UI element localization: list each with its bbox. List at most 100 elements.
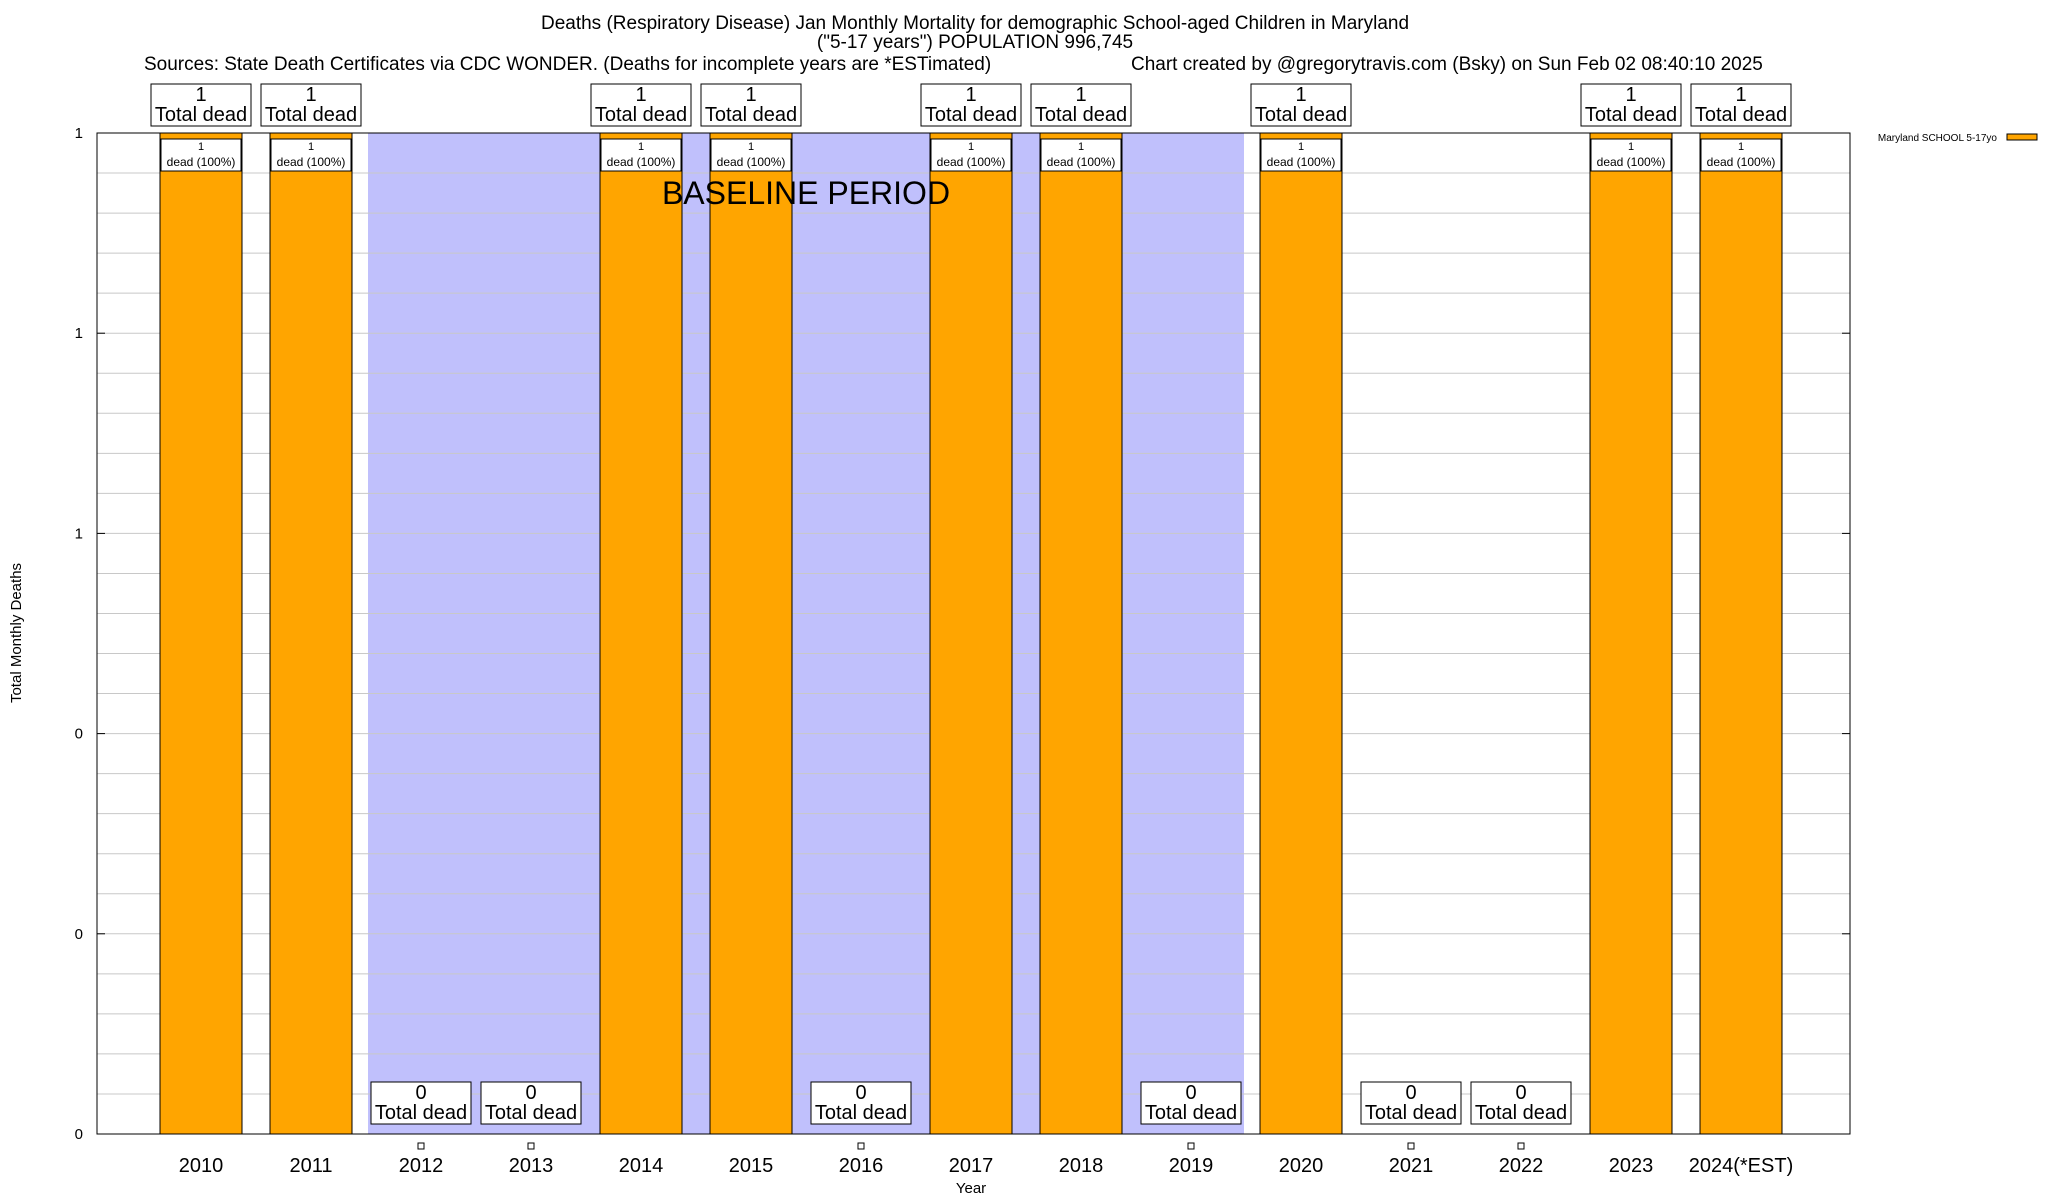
total-label-box-2016 bbox=[810, 1081, 912, 1125]
inner-pct-label: dead (100%) bbox=[277, 155, 346, 169]
x-tick-label-2017: 2017 bbox=[949, 1155, 994, 1177]
inner-label-box-2011 bbox=[270, 138, 352, 172]
zero-marker-2012 bbox=[417, 1142, 425, 1150]
inner-pct-label: dead (100%) bbox=[1707, 155, 1776, 169]
total-count-label: 1 bbox=[305, 84, 316, 106]
plot-frame bbox=[96, 132, 1851, 1135]
x-tick-label-2013: 2013 bbox=[509, 1155, 554, 1177]
x-axis-title: Year bbox=[956, 1180, 986, 1197]
total-label-box-2021 bbox=[1360, 1081, 1462, 1125]
inner-label-box-2015 bbox=[710, 138, 792, 172]
bar-2024(*EST) bbox=[1699, 132, 1783, 1135]
inner-count-label: 1 bbox=[1078, 141, 1084, 153]
x-tick-label-2022: 2022 bbox=[1499, 1155, 1544, 1177]
total-count-label: 1 bbox=[1625, 84, 1636, 106]
bar-2011 bbox=[269, 132, 353, 1135]
total-label-box-2018 bbox=[1030, 83, 1132, 127]
x-tick-label-2011: 2011 bbox=[289, 1155, 332, 1177]
total-count-label: 1 bbox=[195, 84, 206, 106]
bar-2023 bbox=[1589, 132, 1673, 1135]
total-dead-label: Total dead bbox=[815, 1102, 907, 1124]
total-count-label: 1 bbox=[1295, 84, 1306, 106]
y-tick-label: 1 bbox=[75, 525, 83, 542]
total-dead-label: Total dead bbox=[1145, 1102, 1237, 1124]
inner-count-label: 1 bbox=[198, 141, 204, 153]
total-count-label: 1 bbox=[965, 84, 976, 106]
total-dead-label: Total dead bbox=[1365, 1102, 1457, 1124]
y-tick-label: 1 bbox=[75, 325, 83, 342]
inner-pct-label: dead (100%) bbox=[717, 155, 786, 169]
legend-label: Maryland SCHOOL 5-17yo bbox=[1878, 133, 1998, 144]
zero-marker-2019 bbox=[1187, 1142, 1195, 1150]
credit-note: Chart created by @gregorytravis.com (Bsk… bbox=[1131, 54, 1763, 75]
total-count-label: 1 bbox=[1735, 84, 1746, 106]
total-dead-label: Total dead bbox=[155, 104, 247, 126]
x-tick-label-2016: 2016 bbox=[839, 1155, 884, 1177]
y-tick-label: 1 bbox=[75, 125, 83, 142]
legend-swatch bbox=[2006, 133, 2038, 141]
total-count-label: 1 bbox=[1075, 84, 1086, 106]
zero-marker-2022 bbox=[1517, 1142, 1525, 1150]
total-dead-label: Total dead bbox=[1475, 1102, 1567, 1124]
zero-marker-2021 bbox=[1407, 1142, 1415, 1150]
x-tick-label-2021: 2021 bbox=[1389, 1155, 1434, 1177]
inner-pct-label: dead (100%) bbox=[937, 155, 1006, 169]
inner-pct-label: dead (100%) bbox=[167, 155, 236, 169]
chart-title: Deaths (Respiratory Disease) Jan Monthly… bbox=[0, 14, 1950, 52]
inner-label-box-2020 bbox=[1260, 138, 1342, 172]
inner-pct-label: dead (100%) bbox=[1267, 155, 1336, 169]
total-label-box-2010 bbox=[150, 83, 252, 127]
inner-count-label: 1 bbox=[308, 141, 314, 153]
axes-layer: 0 0 0 1 1 1 2010 2011 2012 2013 2014 2015 2016 2017 20… bbox=[8, 125, 1851, 1197]
total-label-box-2014 bbox=[590, 83, 692, 127]
total-count-label: 0 bbox=[1515, 1082, 1526, 1104]
total-dead-label: Total dead bbox=[1035, 104, 1127, 126]
bar-2010 bbox=[159, 132, 243, 1135]
x-tick-label-2023: 2023 bbox=[1609, 1155, 1654, 1177]
y-axis-title: Total Monthly Deaths bbox=[8, 563, 25, 703]
inner-count-label: 1 bbox=[1298, 141, 1304, 153]
x-tick-label-2020: 2020 bbox=[1279, 1155, 1324, 1177]
inner-label-box-2010 bbox=[160, 138, 242, 172]
title-line-2: ("5-17 years") POPULATION 996,745 bbox=[816, 32, 1134, 53]
bar-2020 bbox=[1259, 132, 1343, 1135]
zero-marker-2016 bbox=[857, 1142, 865, 1150]
inner-label-box-2017 bbox=[930, 138, 1012, 172]
total-dead-label: Total dead bbox=[705, 104, 797, 126]
inner-label-box-2023 bbox=[1590, 138, 1672, 172]
total-label-box-2024(*EST) bbox=[1690, 83, 1792, 127]
inner-count-label: 1 bbox=[638, 141, 644, 153]
total-dead-label: Total dead bbox=[1695, 104, 1787, 126]
bars-layer bbox=[159, 132, 1783, 1135]
inner-count-label: 1 bbox=[1628, 141, 1634, 153]
total-dead-label: Total dead bbox=[925, 104, 1017, 126]
x-tick-label-2014: 2014 bbox=[619, 1155, 664, 1177]
total-count-label: 1 bbox=[745, 84, 756, 106]
total-dead-label: Total dead bbox=[1585, 104, 1677, 126]
total-count-label: 0 bbox=[1185, 1082, 1196, 1104]
inner-label-box-2014 bbox=[600, 138, 682, 172]
x-tick-label-2010: 2010 bbox=[179, 1155, 224, 1177]
y-tick-label: 0 bbox=[75, 926, 83, 943]
y-tick-label: 0 bbox=[75, 1126, 83, 1143]
bar-2014 bbox=[599, 132, 683, 1135]
zero-marker-2013 bbox=[527, 1142, 535, 1150]
title-line-1: Deaths (Respiratory Disease) Jan Monthly… bbox=[540, 13, 1410, 34]
bar-2017 bbox=[929, 132, 1013, 1135]
bar-2018 bbox=[1039, 132, 1123, 1135]
inner-pct-label: dead (100%) bbox=[1597, 155, 1666, 169]
total-label-box-2011 bbox=[260, 83, 362, 127]
x-tick-label-2024(*EST): 2024(*EST) bbox=[1689, 1155, 1794, 1177]
total-label-box-2019 bbox=[1140, 1081, 1242, 1125]
total-label-box-2022 bbox=[1470, 1081, 1572, 1125]
total-dead-label: Total dead bbox=[595, 104, 687, 126]
total-dead-label: Total dead bbox=[485, 1102, 577, 1124]
x-tick-label-2018: 2018 bbox=[1059, 1155, 1104, 1177]
total-label-box-2015 bbox=[700, 83, 802, 127]
total-label-box-2023 bbox=[1580, 83, 1682, 127]
total-count-label: 0 bbox=[415, 1082, 426, 1104]
x-tick-label-2015: 2015 bbox=[729, 1155, 774, 1177]
total-count-label: 0 bbox=[1405, 1082, 1416, 1104]
sources-note: Sources: State Death Certificates via CD… bbox=[144, 54, 992, 75]
